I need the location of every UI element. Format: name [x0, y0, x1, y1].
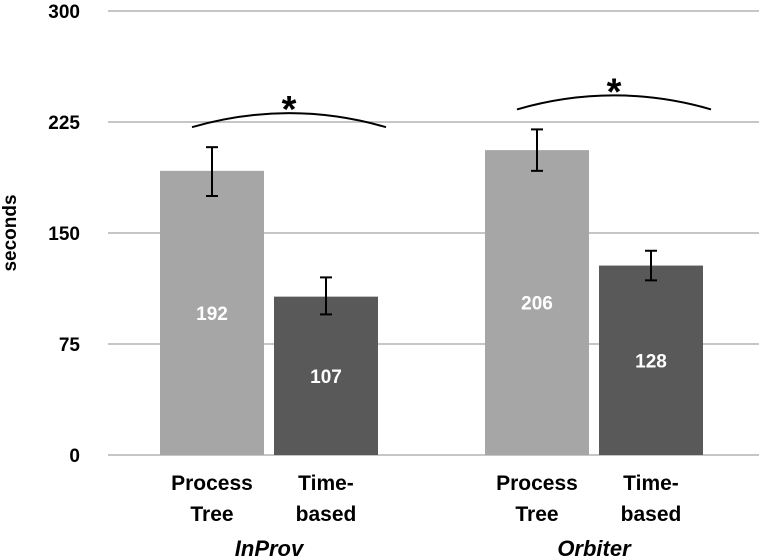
significance-asterisk: * — [607, 71, 622, 113]
category-label: Tree — [515, 503, 558, 526]
x-axis-labels: Process Tree Time-based InProv Process Tree Ti… — [171, 472, 681, 559]
value-label: 192 — [196, 304, 228, 325]
bar — [160, 170, 264, 455]
value-label: 128 — [635, 351, 667, 372]
category-label: Process — [171, 472, 253, 495]
category-label: Process — [496, 472, 578, 495]
bars — [160, 150, 703, 455]
bar — [485, 150, 589, 455]
y-tick-label: 0 — [69, 446, 80, 467]
category-label: Time- — [623, 472, 679, 495]
y-tick-label: 150 — [48, 224, 80, 245]
bar — [274, 296, 378, 455]
y-axis-ticks: 0 75 150 225 300 — [48, 2, 80, 467]
group-label: Orbiter — [557, 536, 632, 559]
bar — [599, 265, 703, 455]
significance-markers: * * — [191, 71, 712, 131]
category-label: Time- — [298, 472, 354, 495]
significance-bracket — [516, 94, 712, 111]
y-tick-label: 225 — [48, 113, 80, 134]
y-axis-label: seconds — [0, 194, 21, 271]
value-label: 107 — [310, 367, 342, 388]
category-label: based — [621, 503, 682, 526]
y-tick-label: 75 — [59, 335, 81, 356]
significance-asterisk: * — [282, 89, 297, 131]
error-bars — [206, 128, 657, 316]
value-label: 206 — [521, 294, 553, 315]
value-labels: 192 107 206 128 — [196, 294, 667, 388]
category-label: based — [296, 503, 357, 526]
category-label: Tree — [190, 503, 233, 526]
y-tick-label: 300 — [48, 2, 80, 23]
significance-bracket — [191, 112, 387, 129]
group-label: InProv — [235, 536, 305, 559]
